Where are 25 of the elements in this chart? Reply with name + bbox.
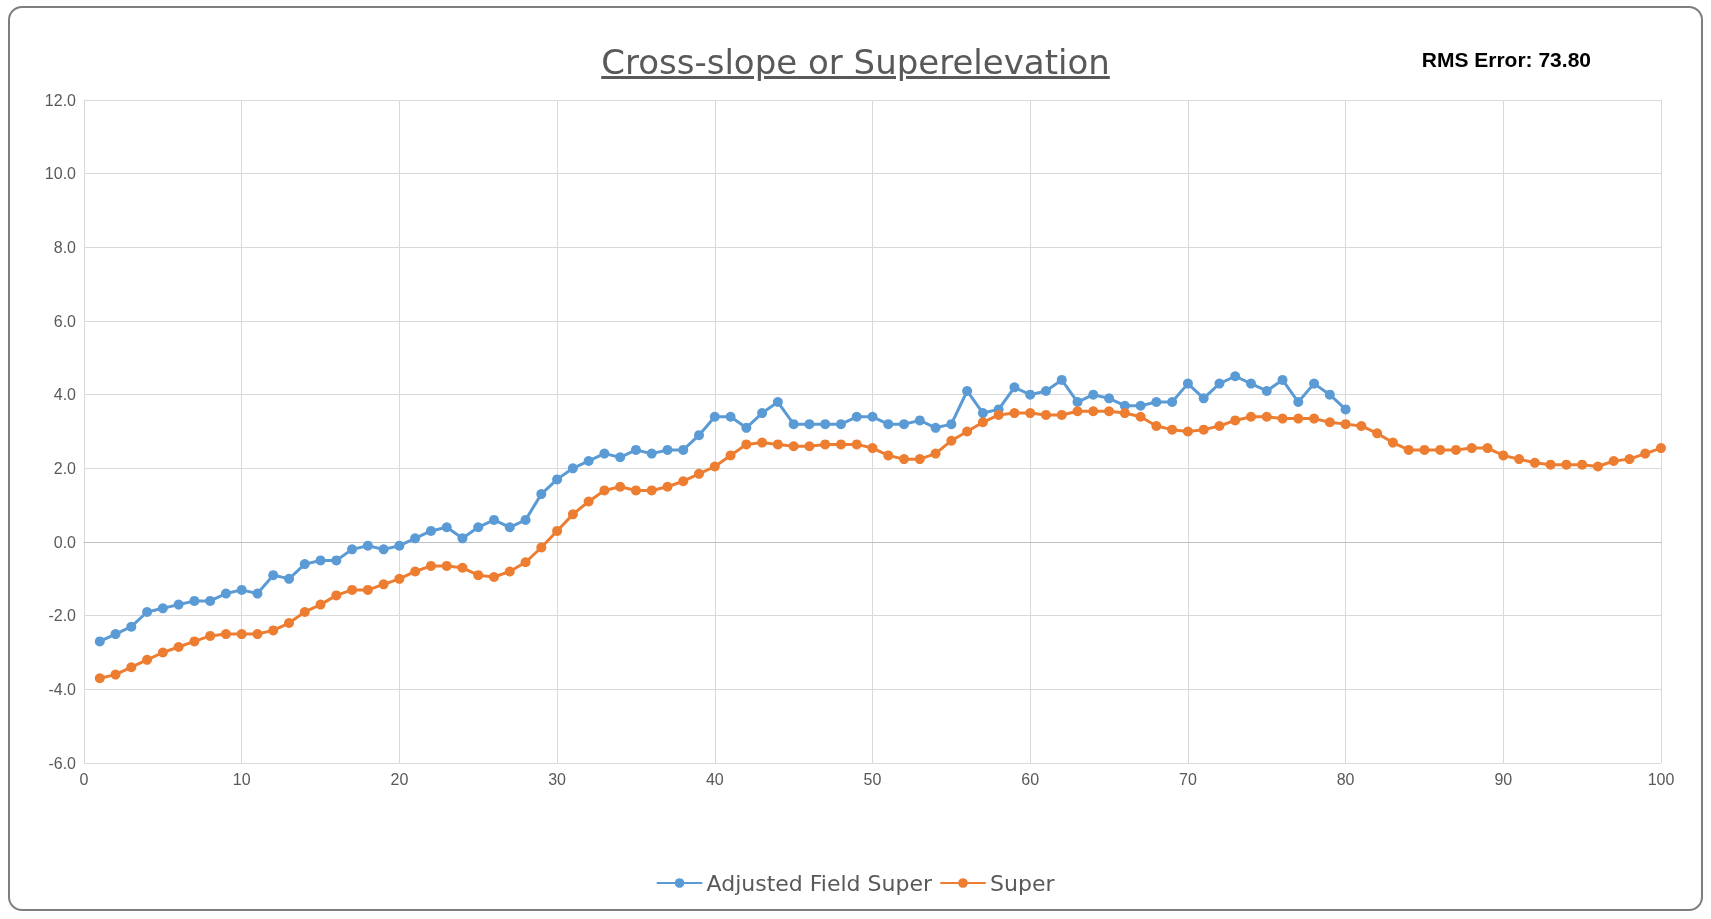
x-tick-label: 0	[79, 770, 89, 788]
x-tick-label: 40	[705, 770, 724, 788]
x-tick-label: 60	[1021, 770, 1040, 788]
y-tick-label: -2.0	[48, 607, 77, 625]
x-tick-label: 90	[1494, 770, 1513, 788]
x-tick-label: 20	[390, 770, 409, 788]
y-tick-label: 2.0	[53, 459, 77, 477]
y-tick-label: 0.0	[53, 533, 77, 551]
x-tick-label: 30	[548, 770, 567, 788]
x-tick-label: 10	[232, 770, 251, 788]
y-tick-label: 6.0	[53, 312, 77, 330]
y-tick-label: 12.0	[44, 91, 77, 109]
y-tick-label: 4.0	[53, 386, 77, 404]
y-tick-label: 10.0	[44, 165, 77, 183]
chart-title: Cross-slope or Superelevation	[601, 42, 1110, 82]
y-tick-label: -6.0	[48, 754, 77, 772]
y-tick-label: -4.0	[48, 680, 77, 698]
legend-label: Super	[990, 870, 1056, 896]
x-tick-label: 70	[1179, 770, 1197, 788]
x-tick-label: 100	[1647, 770, 1675, 788]
x-tick-label: 80	[1336, 770, 1355, 788]
y-tick-label: 8.0	[53, 238, 77, 256]
text: RMS Error: 73.80	[1421, 48, 1591, 72]
legend-label: Adjusted Field Super	[706, 870, 933, 896]
x-tick-label: 50	[863, 770, 882, 788]
